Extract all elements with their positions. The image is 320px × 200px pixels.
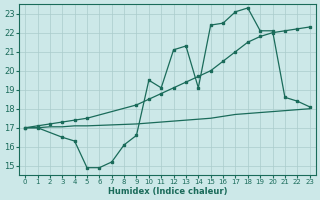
X-axis label: Humidex (Indice chaleur): Humidex (Indice chaleur) — [108, 187, 227, 196]
